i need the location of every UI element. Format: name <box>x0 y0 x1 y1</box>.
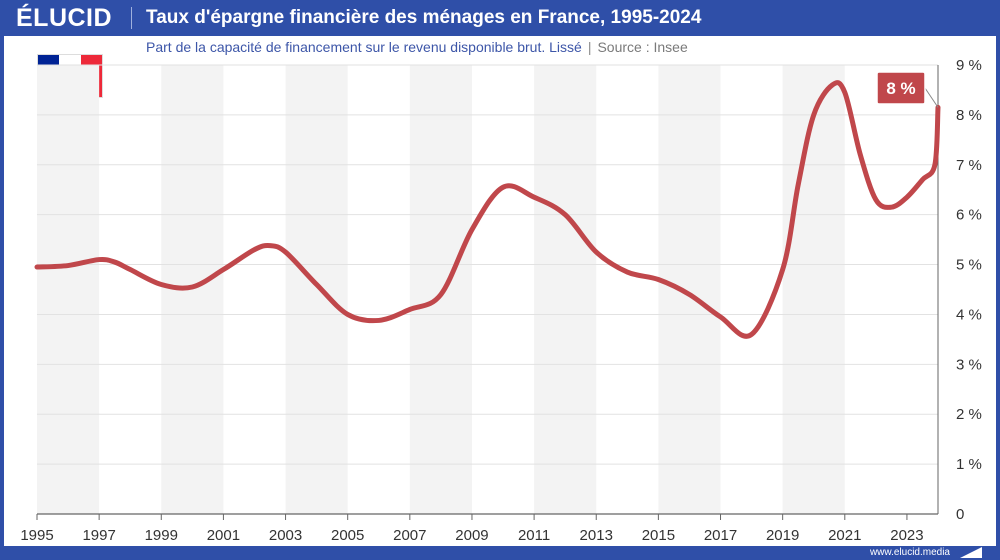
x-tick-label: 1997 <box>82 527 115 544</box>
y-tick-label: 4 % <box>956 306 982 323</box>
y-tick-label: 8 % <box>956 107 982 124</box>
chart-subtitle: Part de la capacité de financement sur l… <box>146 39 688 55</box>
header-bar <box>0 0 1000 36</box>
brand-logo[interactable]: ÉLUCID <box>16 4 113 32</box>
x-tick-label: 1995 <box>20 527 53 544</box>
header-divider <box>131 7 132 29</box>
y-tick-label: 1 % <box>956 456 982 473</box>
background-band <box>37 65 100 514</box>
source-text: Source : Insee <box>597 39 688 55</box>
y-tick-label: 7 % <box>956 157 982 174</box>
x-tick-label: 2007 <box>393 527 426 544</box>
elucid-mark-icon <box>960 547 982 558</box>
y-tick-label: 5 % <box>956 257 982 274</box>
x-tick-label: 2011 <box>518 527 550 544</box>
background-band <box>782 65 845 514</box>
x-tick-label: 2019 <box>766 527 799 544</box>
background-bands <box>37 65 845 514</box>
series-line <box>34 80 941 339</box>
y-tick-label: 9 % <box>956 57 982 74</box>
footer-url[interactable]: www.elucid.media <box>869 547 950 558</box>
callout-label: 8 % <box>886 79 915 98</box>
callout-leader <box>924 87 939 108</box>
y-axis-labels: 0 1 % 2 % 3 % 4 % 5 % 6 % 7 % 8 % 9 % <box>956 57 982 523</box>
x-axis-labels: 1995 1997 1999 2001 2003 2005 2007 2009 2011 2013… <box>20 514 924 544</box>
x-tick-label: 2017 <box>704 527 737 544</box>
frame-right <box>996 36 1000 546</box>
callout-box <box>876 71 926 105</box>
gridlines <box>37 64 939 515</box>
x-tick-label: 2021 <box>828 527 861 544</box>
background-band <box>534 65 597 514</box>
y-tick-label: 0 <box>956 506 964 523</box>
background-band <box>658 65 721 514</box>
chart-title: Taux d'épargne financière des ménages en… <box>146 7 702 28</box>
background-band <box>285 65 348 514</box>
frame-left <box>0 36 4 546</box>
x-tick-label: 2023 <box>890 527 923 544</box>
subtitle-text: Part de la capacité de financement sur l… <box>146 39 582 55</box>
y-tick-label: 6 % <box>956 207 982 224</box>
x-tick-label: 1999 <box>145 527 178 544</box>
footer-bar <box>0 546 1000 560</box>
x-tick-label: 2015 <box>642 527 675 544</box>
subtitle-separator: | <box>587 39 592 55</box>
x-tick-label: 2005 <box>331 527 364 544</box>
background-band <box>409 65 472 514</box>
x-tick-label: 2001 <box>207 527 240 544</box>
x-tick-label: 2009 <box>455 527 488 544</box>
x-tick-label: 2013 <box>580 527 613 544</box>
y-tick-label: 2 % <box>956 406 982 423</box>
x-tick-label: 2003 <box>269 527 302 544</box>
y-tick-label: 3 % <box>956 356 982 373</box>
